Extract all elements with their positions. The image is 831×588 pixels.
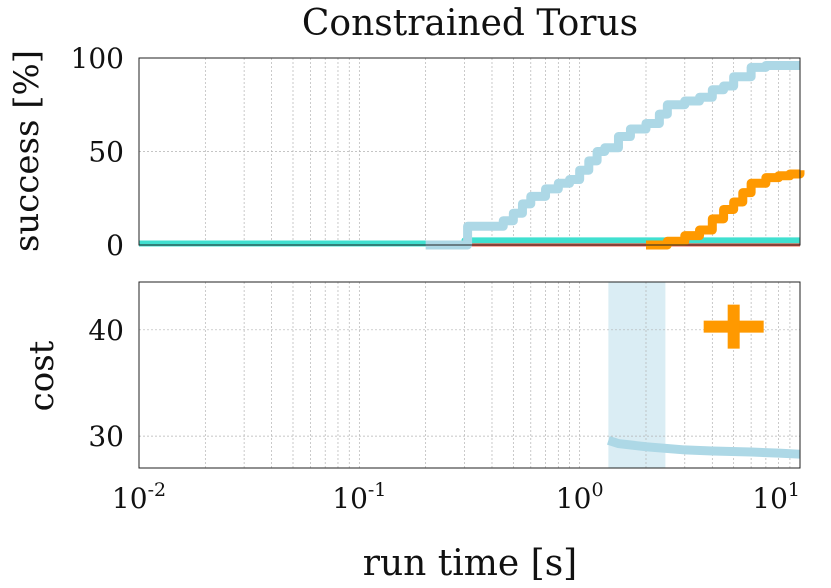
x-tick-label: 101 — [752, 479, 800, 515]
bottom-gridlines — [139, 282, 800, 468]
cost-band — [608, 282, 666, 468]
x-axis-label: run time [s] — [363, 543, 577, 584]
y-tick-label: 100 — [71, 42, 124, 75]
x-tick-labels: 10-2 10-1 100 101 — [112, 479, 800, 515]
bottom-axes-frame — [138, 281, 801, 469]
y-tick-label: 0 — [106, 229, 124, 262]
success-series-line — [425, 60, 800, 250]
top-y-tick-labels: 0 50 100 — [71, 42, 124, 262]
top-gridlines — [139, 58, 800, 245]
bottom-markers — [703, 304, 764, 349]
y-tick-label: 50 — [88, 136, 124, 169]
top-y-axis-label: success [%] — [7, 50, 47, 252]
x-tick-label: 100 — [556, 479, 604, 515]
cost-series-line — [607, 436, 801, 459]
success-series-line — [645, 169, 805, 250]
x-tick-label: 10-1 — [332, 479, 386, 515]
bottom-series — [607, 436, 801, 459]
bottom-y-axis-label: cost — [22, 340, 62, 411]
cost-plus-marker — [703, 304, 764, 349]
y-tick-label: 30 — [88, 420, 124, 453]
top-series — [139, 60, 805, 250]
chart-title: Constrained Torus — [302, 3, 638, 44]
top-axes-frame — [138, 57, 801, 246]
bottom-panel: 30 40 cost 10-2 10-1 100 101 run time [s] — [22, 281, 801, 584]
x-tick-label: 10-2 — [112, 479, 166, 515]
bottom-y-tick-labels: 30 40 — [88, 314, 124, 453]
cost-band-rect — [608, 282, 666, 468]
y-tick-label: 40 — [88, 314, 124, 347]
top-panel: 0 50 100 success [%] — [7, 42, 805, 262]
